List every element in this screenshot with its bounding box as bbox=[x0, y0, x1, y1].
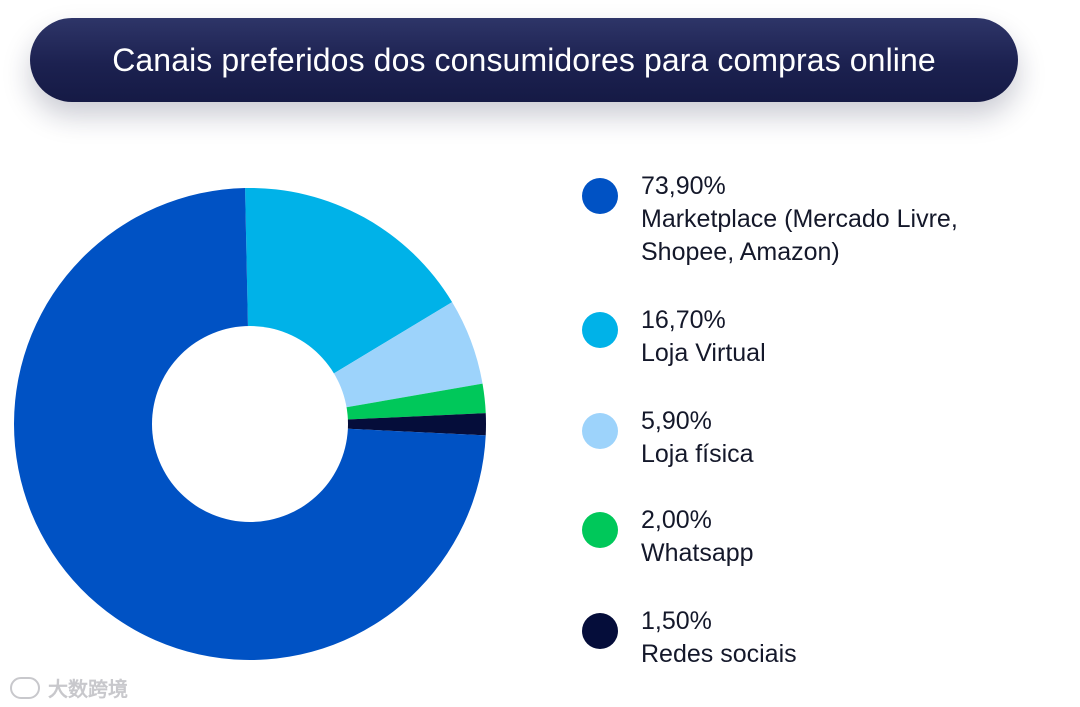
donut-hole bbox=[152, 326, 348, 522]
legend-value-marketplace: 73,90% bbox=[641, 172, 726, 200]
watermark: 大数跨境 bbox=[10, 673, 128, 702]
legend-label-marketplace-line1: Marketplace (Mercado Livre, bbox=[641, 205, 958, 233]
legend-label-redes-sociais: Redes sociais bbox=[641, 640, 797, 668]
legend-item-whatsapp: 2,00% Whatsapp bbox=[582, 504, 754, 570]
legend-swatch-marketplace bbox=[582, 178, 618, 214]
legend-value-loja-fisica: 5,90% bbox=[641, 407, 712, 435]
legend-item-redes-sociais: 1,50% Redes sociais bbox=[582, 605, 797, 671]
legend-item-loja-virtual: 16,70% Loja Virtual bbox=[582, 304, 766, 370]
legend-swatch-loja-virtual bbox=[582, 312, 618, 348]
legend-item-loja-fisica: 5,90% Loja física bbox=[582, 405, 754, 471]
legend-label-whatsapp: Whatsapp bbox=[641, 539, 754, 567]
legend-label-loja-fisica: Loja física bbox=[641, 440, 754, 468]
legend-value-loja-virtual: 16,70% bbox=[641, 306, 726, 334]
legend-swatch-redes-sociais bbox=[582, 613, 618, 649]
legend-value-whatsapp: 2,00% bbox=[641, 506, 712, 534]
watermark-text: 大数跨境 bbox=[48, 679, 128, 701]
legend-label-marketplace-line2: Shopee, Amazon) bbox=[641, 238, 840, 266]
chart-title: Canais preferidos dos consumidores para … bbox=[112, 41, 936, 78]
slice-redes-sociais bbox=[250, 413, 486, 436]
chart-title-banner: Canais preferidos dos consumidores para … bbox=[30, 18, 1018, 102]
legend-value-redes-sociais: 1,50% bbox=[641, 607, 712, 635]
watermark-logo-icon bbox=[10, 676, 40, 699]
donut-chart bbox=[13, 188, 486, 660]
legend-label-loja-virtual: Loja Virtual bbox=[641, 339, 766, 367]
legend-item-marketplace: 73,90% Marketplace (Mercado Livre, Shope… bbox=[582, 170, 958, 269]
legend-swatch-loja-fisica bbox=[582, 413, 618, 449]
legend-swatch-whatsapp bbox=[582, 512, 618, 548]
